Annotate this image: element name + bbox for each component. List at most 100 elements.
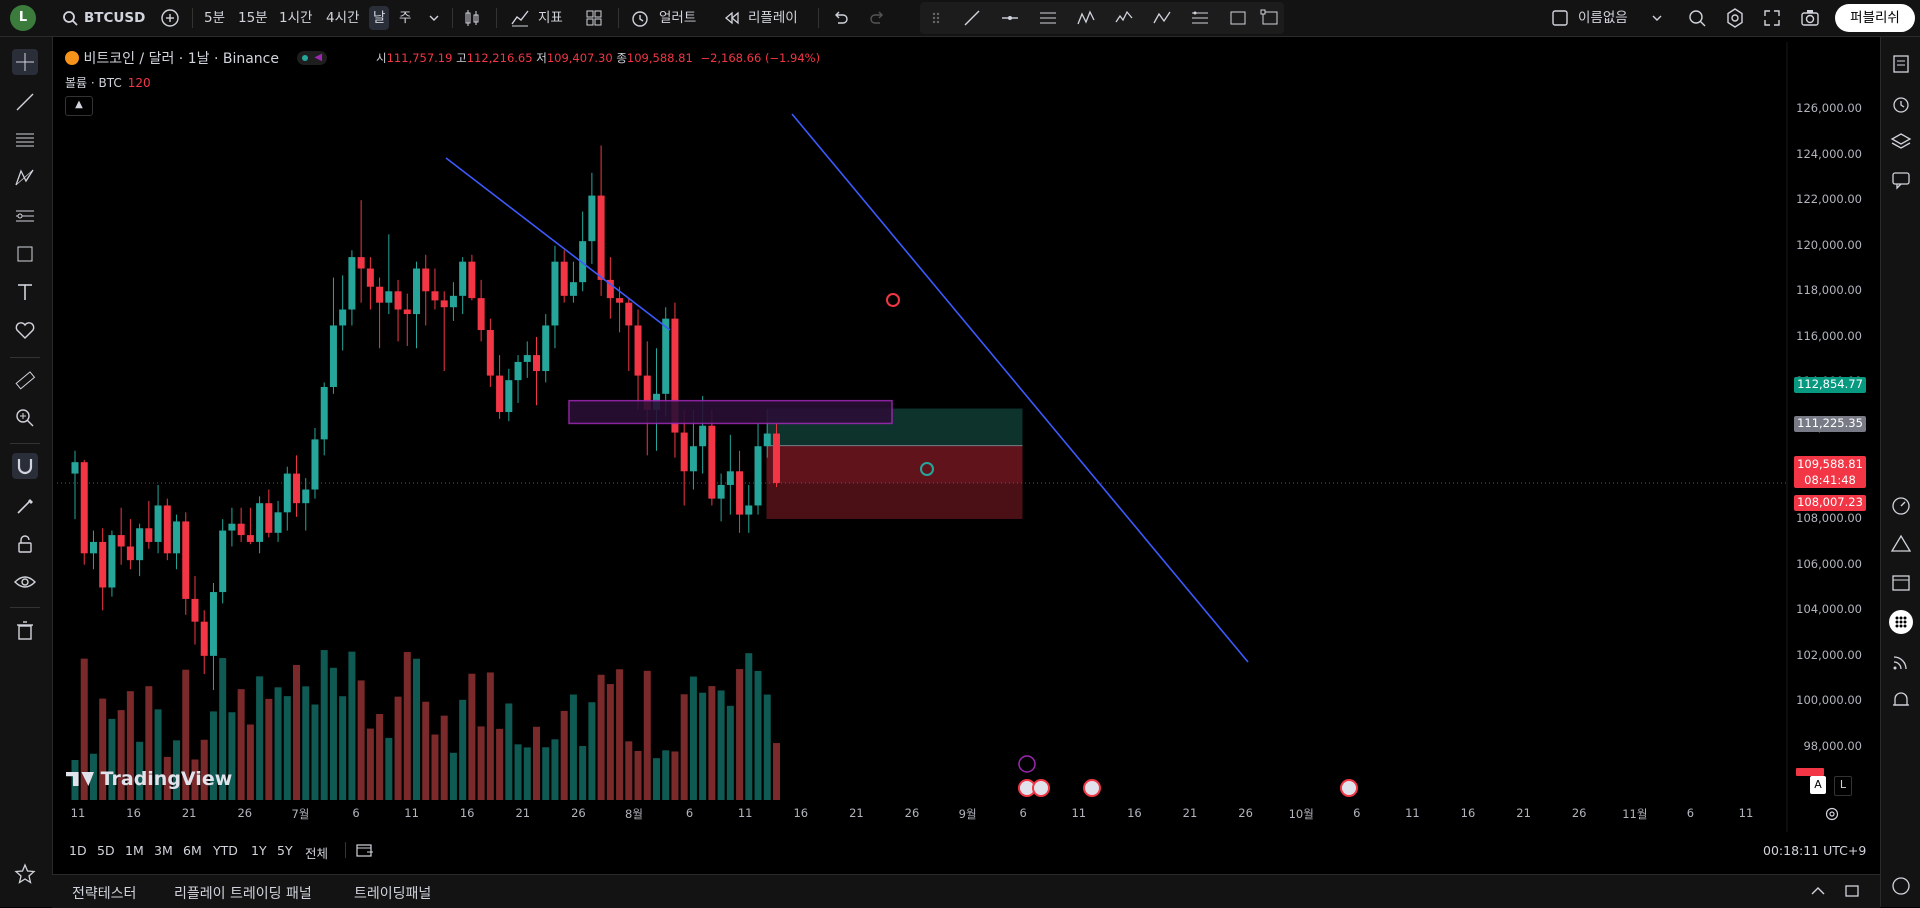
tab-strategy-tester[interactable]: 전략테스터 — [72, 886, 137, 902]
heart-favorites-icon[interactable] — [12, 317, 38, 343]
camera-snapshot-icon[interactable] — [1798, 6, 1822, 30]
candle-body — [256, 503, 264, 542]
collapse-legend-button[interactable]: ▲ — [65, 96, 93, 116]
templates-grid-icon[interactable] — [582, 6, 606, 30]
range-5d[interactable]: 5D — [97, 843, 115, 858]
crosshair-icon[interactable] — [12, 49, 38, 75]
tab-replay-trading-panel[interactable]: 리플레이 트레이딩 패널 — [174, 886, 312, 902]
interval-5m[interactable]: 5분 — [204, 10, 226, 26]
replay-button[interactable]: 리플레이 — [748, 10, 798, 26]
indicators-icon[interactable] — [508, 6, 532, 30]
candle-countdown: 08:41:48 — [1804, 473, 1856, 487]
fib-tool-icon[interactable] — [12, 127, 38, 153]
replay-icon[interactable] — [720, 6, 744, 30]
layout-name-button[interactable]: 이름없음 — [1578, 10, 1628, 26]
lock-drawings-icon[interactable] — [12, 531, 38, 557]
market-status-icon[interactable]: ◀ — [297, 51, 328, 65]
apps-grid-icon[interactable] — [1888, 609, 1914, 635]
goto-date-icon[interactable] — [355, 841, 373, 859]
trendline-tool-icon[interactable] — [960, 6, 984, 30]
range-ytd[interactable]: YTD — [213, 843, 238, 858]
range-6m[interactable]: 6M — [183, 843, 202, 858]
tv-logo-icon — [66, 772, 94, 786]
indicators-button[interactable]: 지표 — [538, 10, 563, 26]
interval-4h[interactable]: 4시간 — [326, 10, 360, 26]
volume-bar — [606, 684, 614, 800]
rectangle-tool-icon[interactable] — [1258, 6, 1282, 30]
time-tick-label: 11 — [1071, 806, 1087, 820]
abcd-pattern-icon[interactable] — [1150, 6, 1174, 30]
redo-icon[interactable] — [866, 6, 890, 30]
speedometer-icon[interactable] — [1888, 493, 1914, 519]
star-favorites-icon[interactable] — [12, 861, 38, 887]
interval-1h[interactable]: 1시간 — [279, 10, 313, 26]
maximize-panel-icon[interactable] — [1842, 881, 1862, 901]
settings-gear-icon[interactable] — [1723, 6, 1747, 30]
trendline-icon[interactable] — [12, 89, 38, 115]
price-chart[interactable] — [57, 42, 1875, 832]
alert-button[interactable]: 얼러트 — [659, 10, 697, 26]
range-1d[interactable]: 1D — [69, 843, 87, 858]
chevron-down-icon[interactable] — [422, 6, 446, 30]
ideas-icon[interactable] — [1888, 531, 1914, 557]
alerts-clock-icon[interactable] — [1888, 91, 1914, 117]
zoom-in-icon[interactable] — [12, 405, 38, 431]
horizontal-ray-icon[interactable] — [998, 6, 1022, 30]
us-economic-event-flag — [1083, 779, 1101, 797]
fullscreen-icon[interactable] — [1760, 6, 1784, 30]
range-1y[interactable]: 1Y — [251, 843, 267, 858]
publish-button[interactable]: 퍼블리쉬 — [1835, 4, 1915, 32]
eye-visibility-icon[interactable] — [12, 569, 38, 595]
trash-icon[interactable] — [12, 617, 38, 643]
fib-retracement-icon[interactable] — [1188, 6, 1212, 30]
compare-add-icon[interactable] — [158, 6, 182, 30]
quick-search-icon[interactable] — [1685, 6, 1709, 30]
parallel-channel-icon[interactable] — [1036, 6, 1060, 30]
text-tool-icon[interactable] — [12, 279, 38, 305]
range-5y[interactable]: 5Y — [277, 843, 293, 858]
help-icon[interactable] — [1888, 873, 1914, 899]
candle-body — [708, 425, 716, 499]
collapse-panel-icon[interactable] — [1808, 881, 1828, 901]
layout-square-icon[interactable] — [1548, 6, 1572, 30]
volume-bar — [413, 658, 421, 800]
symbol-search-button[interactable]: BTCUSD — [84, 10, 146, 26]
candle-type-icon[interactable] — [460, 6, 484, 30]
time-tick-label: 6 — [685, 806, 694, 820]
open-value: 111,757.19 — [386, 51, 453, 65]
shape-icon[interactable] — [12, 241, 38, 267]
watchlist-icon[interactable] — [1888, 51, 1914, 77]
log-scale-button[interactable]: L — [1834, 776, 1852, 796]
pattern-icon[interactable] — [12, 165, 38, 191]
fib-channel-icon[interactable] — [1226, 6, 1250, 30]
range-3m[interactable]: 3M — [154, 843, 173, 858]
axis-settings-gear-icon[interactable] — [1824, 806, 1840, 822]
range-1m[interactable]: 1M — [125, 843, 144, 858]
notifications-bell-icon[interactable] — [1888, 687, 1914, 713]
layout-chevron-down-icon[interactable] — [1645, 6, 1669, 30]
lock-pencil-icon[interactable] — [12, 493, 38, 519]
range-all[interactable]: 전체 — [305, 846, 329, 861]
auto-scale-button[interactable]: A — [1810, 776, 1826, 794]
tab-trading-panel[interactable]: 트레이딩패널 — [354, 886, 432, 902]
chat-icon[interactable] — [1888, 167, 1914, 193]
ruler-measure-icon[interactable] — [12, 367, 38, 393]
volume-bar — [440, 715, 448, 800]
calendar-icon[interactable] — [1888, 569, 1914, 595]
candle-body — [699, 425, 707, 447]
clock-timezone[interactable]: 00:18:11 UTC+9 — [1763, 843, 1867, 858]
signal-stream-icon[interactable] — [1888, 649, 1914, 675]
layers-icon[interactable] — [1888, 129, 1914, 155]
avatar[interactable]: L — [10, 5, 36, 31]
pattern-tool-icon[interactable] — [1074, 6, 1098, 30]
magnet-icon[interactable] — [12, 453, 38, 479]
interval-15m[interactable]: 15분 — [238, 10, 268, 26]
drag-handle-icon[interactable] — [924, 6, 948, 30]
interval-1d[interactable]: 날 — [369, 6, 390, 30]
alert-clock-icon[interactable] — [628, 6, 652, 30]
elliott-wave-icon[interactable] — [1112, 6, 1136, 30]
search-icon[interactable] — [62, 10, 78, 26]
undo-icon[interactable] — [828, 6, 852, 30]
interval-1w[interactable]: 주 — [399, 10, 412, 26]
forecast-icon[interactable] — [12, 203, 38, 229]
